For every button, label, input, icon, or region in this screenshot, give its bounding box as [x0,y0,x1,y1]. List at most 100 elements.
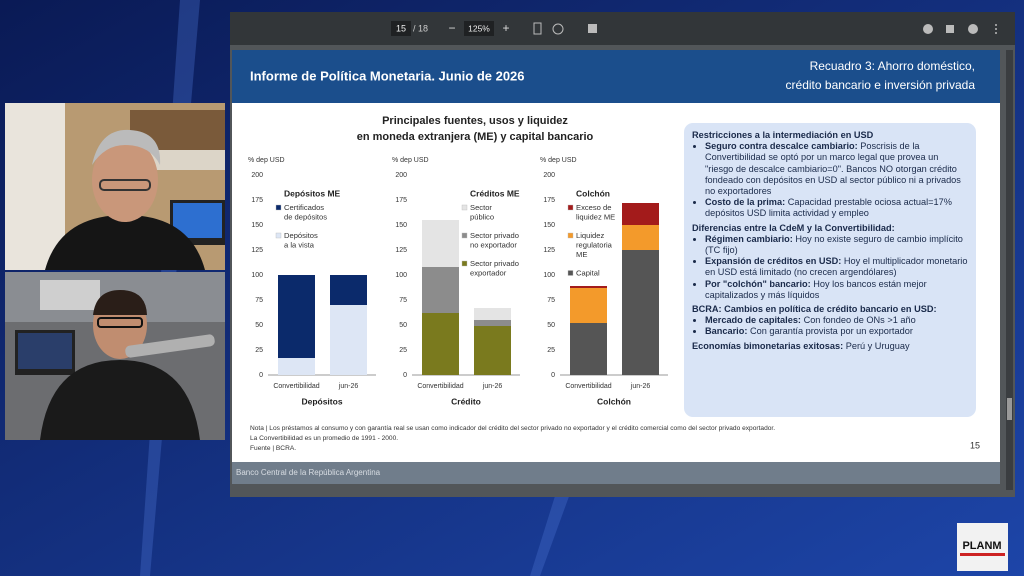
x-tick-label: jun-26 [338,383,359,390]
y-tick-label: 25 [255,347,263,354]
legend-label: Sector privado [470,259,519,268]
legend-label: Sector privado [470,231,519,240]
x-tick-label: jun-26 [482,383,503,390]
y-tick-label: 125 [543,247,555,254]
x-axis-label: Colchón [597,396,631,406]
bullet: Expansión de créditos en USD: Hoy el mul… [705,256,968,278]
heading-text: Restricciones a la intermediación en USD [692,130,874,140]
y-tick-label: 100 [543,272,555,279]
bullet-text: Hoy el multiplicador monetario en USD es… [705,256,968,278]
bullet-text: Poscrisis de la Convertibilidad se optó … [705,141,961,197]
bar-segment [330,275,367,305]
zoom-input[interactable] [464,21,494,36]
bullet-list: Seguro contra descalce cambiario: Poscri… [692,141,968,219]
bar-segment [422,267,459,313]
legend-swatch [461,204,468,211]
bullet-label: Régimen cambiario: [705,233,793,244]
y-tick-label: 125 [251,247,263,254]
webcam-bottom [5,272,225,440]
legend-title: Créditos ME [470,188,520,198]
chart-title: Principales fuentes, usos y liquidez [382,115,568,127]
zoom-out[interactable]: − [448,21,455,35]
slide-subtitle: Recuadro 3: Ahorro doméstico, [810,59,975,73]
y-tick-label: 200 [543,172,555,179]
bar-segment [570,288,607,323]
bullet: Bancario: Con garantía provista por un e… [705,326,968,337]
bar-segment [622,225,659,250]
bullet: Régimen cambiario: Hoy no existe seguro … [705,234,968,256]
y-axis-label: % dep USD [540,157,577,164]
heading-text: BCRA: Cambios en política de crédito ban… [692,304,937,315]
y-tick-label: 150 [395,222,407,229]
section-heading: Economías bimonetarias exitosas: Perú y … [692,341,968,352]
x-tick-label: Convertibilidad [273,383,319,390]
scrollbar [1006,50,1013,490]
legend-swatch [567,232,574,239]
bar-segment [622,250,659,375]
heading-tail: Perú y Uruguay [845,340,910,351]
legend-label: Sector [470,203,492,212]
x-tick-label: Convertibilidad [417,383,463,390]
x-tick-label: Convertibilidad [565,383,611,390]
toolbar-icons[interactable] [533,22,997,35]
bar-segment [422,313,459,375]
bullet: Mercado de capitales: Con fondeo de ONs … [705,315,968,326]
y-tick-label: 150 [251,222,263,229]
note: Nota | Los préstamos al consumo y con ga… [250,425,775,432]
y-tick-label: 125 [395,247,407,254]
legend-title: Colchón [576,188,610,198]
logo: PLANM [962,540,1001,552]
section-heading: Restricciones a la intermediación en USD [692,130,968,141]
legend-label: regulatoria [576,241,613,250]
bullet-label: Costo de la prima: [705,197,786,208]
legend-title: Depósitos ME [284,188,341,198]
y-tick-label: 25 [547,347,555,354]
page-number: 15 [396,23,406,33]
heading-text: Economías bimonetarias exitosas: [692,340,844,351]
y-tick-label: 75 [547,297,555,304]
y-tick-label: 50 [255,322,263,329]
y-tick-label: 100 [395,272,407,279]
bullet-label: Expansión de créditos en USD: [705,256,842,267]
webcam-top [5,103,225,270]
legend-label: exportador [470,269,507,278]
y-tick-label: 75 [399,297,407,304]
bullet-label: Bancario: [705,326,748,337]
legend-label: público [470,213,494,222]
y-tick-label: 200 [395,172,407,179]
x-axis-label: Depósitos [301,396,342,406]
bullet: Costo de la prima: Capacidad prestable o… [705,197,968,219]
bullet: Por "colchón" bancario: Hoy los bancos e… [705,279,968,301]
legend-label: ME [576,250,587,259]
y-axis-label: % dep USD [248,157,285,164]
scroll-thumb[interactable] [1007,398,1012,420]
bar-segment [622,203,659,225]
bullet-label: Seguro contra descalce cambiario: [705,141,858,152]
page-input[interactable] [391,21,411,36]
note: La Convertibilidad es un promedio de 199… [250,435,398,442]
y-tick-label: 200 [251,172,263,179]
legend-label: Liquidez [576,231,604,240]
y-tick-label: 175 [395,197,407,204]
bullet: Seguro contra descalce cambiario: Poscri… [705,141,968,197]
legend-swatch [275,204,282,211]
legend-label: a la vista [284,241,315,250]
y-tick-label: 175 [543,197,555,204]
zoom-in[interactable]: + [502,21,509,35]
legend-swatch [461,260,468,267]
bullet-label: Por "colchón" bancario: [705,278,811,289]
footer-text: Banco Central de la República Argentina [236,468,381,477]
bullet-list: Mercado de capitales: Con fondeo de ONs … [692,315,968,337]
x-axis-label: Crédito [451,396,481,406]
logo-stripe [960,553,1005,556]
slide-page-number: 15 [970,440,980,450]
note: Fuente | BCRA. [250,445,296,452]
bar-segment [474,326,511,375]
x-tick-label: jun-26 [630,383,651,390]
bullet-label: Mercado de capitales: [705,315,801,326]
info-box: Restricciones a la intermediación en USD… [684,123,976,417]
y-tick-label: 175 [251,197,263,204]
slide-subtitle: crédito bancario e inversión privada [786,78,976,92]
legend-label: Capital [576,269,600,278]
page-total: / 18 [413,23,428,33]
